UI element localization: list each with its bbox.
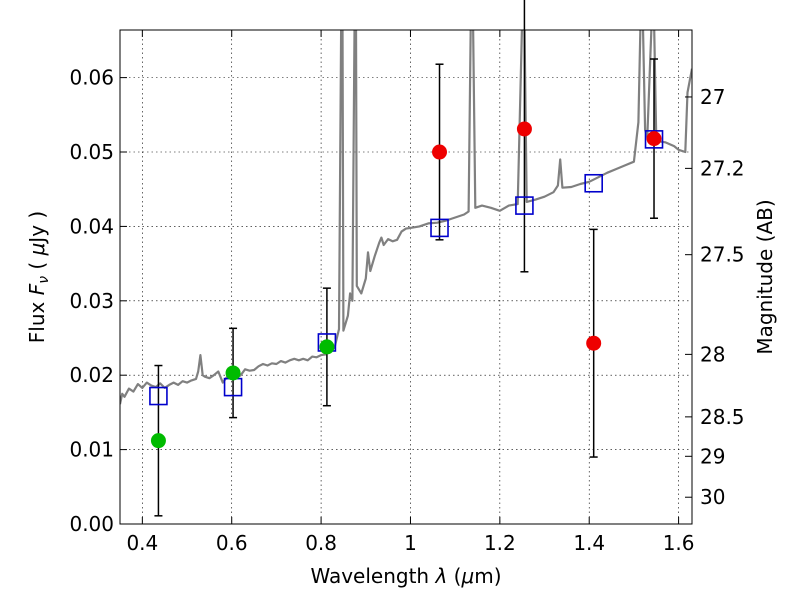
spectrum-line-layer (120, 30, 692, 405)
y-axis-label-symbol: F (25, 283, 49, 295)
y-tick-label: 0.03 (69, 289, 114, 313)
x-axis-label-units-mu: μ (460, 564, 474, 588)
y-axis-label-units-rest: Jy ) (25, 211, 49, 245)
observed-point-marker (225, 365, 241, 381)
y-axis-label-units-mu: μ (25, 243, 49, 257)
observed-point-marker (432, 144, 448, 160)
gridlines (120, 30, 692, 525)
x-tick-label: 0.4 (126, 531, 158, 555)
x-axis-label: Wavelength λ (μm) (310, 564, 501, 588)
y2-tick-label: 27.2 (700, 156, 745, 180)
x-axis-label-symbol: λ (434, 564, 447, 588)
model-square-marker (149, 386, 168, 406)
x-tick-label: 1.4 (573, 531, 605, 555)
y2-tick-label: 28.5 (700, 405, 745, 429)
model-square-marker (515, 196, 534, 215)
x-tick-label: 1 (404, 531, 417, 555)
observed-point-marker (319, 339, 335, 355)
y2-tick-label: 27.5 (700, 243, 745, 267)
y-tick-label: 0.02 (69, 363, 114, 387)
model-square-marker (430, 218, 449, 238)
model-square-marker (644, 130, 664, 149)
y-tick-label: 0.00 (69, 512, 114, 536)
x-tick-label: 1.6 (663, 531, 695, 555)
y2-tick-label: 30 (700, 485, 725, 509)
y-tick-label: 0.04 (69, 214, 114, 238)
model-square-marker (584, 173, 603, 193)
x-tick-label: 0.6 (216, 531, 248, 555)
y-axis-label: Flux Fν ( μJy ) (25, 211, 52, 343)
x-axis-label-units-open: ( (447, 564, 461, 588)
y-axis-label-units-open: ( (25, 255, 49, 276)
observed-point-marker (646, 131, 662, 147)
x-tick-label: 0.8 (305, 531, 337, 555)
y2-tick-label: 28 (700, 342, 725, 366)
x-tick-label: 1.2 (484, 531, 516, 555)
photometry-markers (149, 0, 664, 517)
observed-point-marker (150, 433, 166, 449)
y-axis-label-text: Flux (25, 295, 49, 343)
y-tick-label: 0.01 (69, 438, 114, 462)
plot-frame (119, 29, 693, 525)
x-axis-label-units-rest: m) (474, 564, 501, 588)
y-tick-label: 0.06 (69, 66, 114, 90)
spectrum-line (120, 30, 692, 405)
y-tick-label: 0.05 (69, 140, 114, 164)
observed-point-marker (586, 335, 602, 351)
axis-ticks: 0.4 0.6 0.8 1 1.2 1.4 1.6 0.00 0.01 0.02 0.03 0.04 0… (69, 30, 745, 555)
x-axis-label-text: Wavelength (310, 564, 435, 588)
y2-tick-label: 27 (700, 85, 725, 109)
secondary-y-axis-label: Magnitude (AB) (753, 199, 777, 354)
y2-tick-label: 29 (700, 444, 725, 468)
observed-point-marker (516, 121, 532, 137)
y-axis-label-subscript: ν (36, 276, 52, 284)
